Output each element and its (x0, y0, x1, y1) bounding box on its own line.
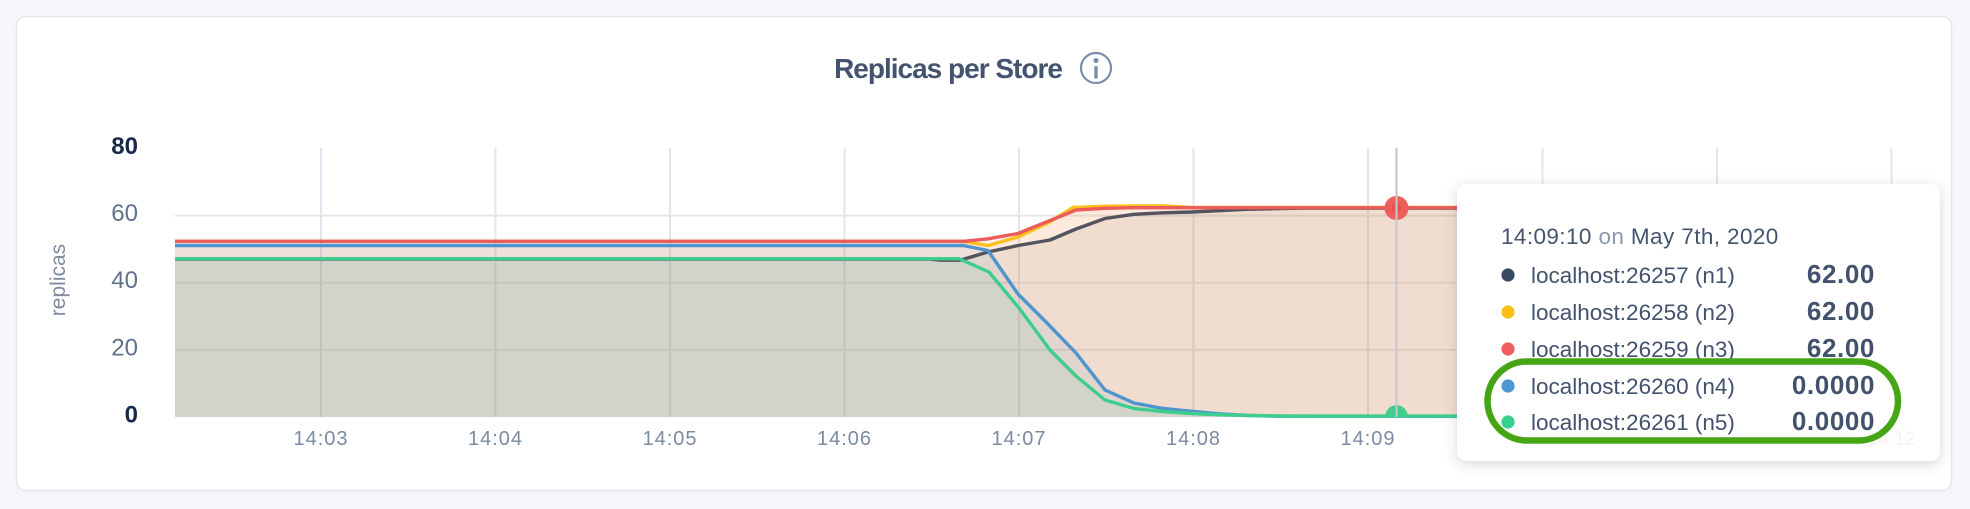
svg-text:0: 0 (125, 402, 138, 429)
svg-text:0.0000: 0.0000 (1792, 406, 1875, 436)
svg-text:14:04: 14:04 (468, 428, 523, 450)
svg-text:Replicas per Store: Replicas per Store (834, 53, 1062, 84)
svg-text:replicas: replicas (47, 244, 70, 316)
svg-text:14:09: 14:09 (1340, 428, 1395, 450)
svg-text:14:05: 14:05 (642, 428, 697, 450)
svg-text:62.00: 62.00 (1807, 296, 1875, 326)
svg-text:14:08: 14:08 (1166, 428, 1221, 450)
svg-text:0.0000: 0.0000 (1792, 370, 1875, 400)
svg-text:62.00: 62.00 (1807, 333, 1875, 363)
svg-text:14:06: 14:06 (817, 428, 872, 450)
svg-text:localhost:26261 (n5): localhost:26261 (n5) (1531, 410, 1735, 435)
svg-text:localhost:26258 (n2): localhost:26258 (n2) (1531, 300, 1735, 325)
svg-text:60: 60 (111, 200, 138, 227)
svg-text:40: 40 (111, 267, 138, 294)
svg-text:localhost:26257 (n1): localhost:26257 (n1) (1531, 263, 1735, 288)
svg-text:20: 20 (111, 334, 138, 361)
svg-text:localhost:26260 (n4): localhost:26260 (n4) (1531, 374, 1735, 399)
svg-text:14:07: 14:07 (991, 428, 1046, 450)
svg-text:80: 80 (111, 133, 138, 160)
svg-text:14:09:10 on May 7th, 2020: 14:09:10 on May 7th, 2020 (1501, 224, 1779, 249)
svg-text:14:03: 14:03 (293, 428, 348, 450)
svg-text:62.00: 62.00 (1807, 259, 1875, 289)
svg-text:localhost:26259 (n3): localhost:26259 (n3) (1531, 337, 1735, 362)
